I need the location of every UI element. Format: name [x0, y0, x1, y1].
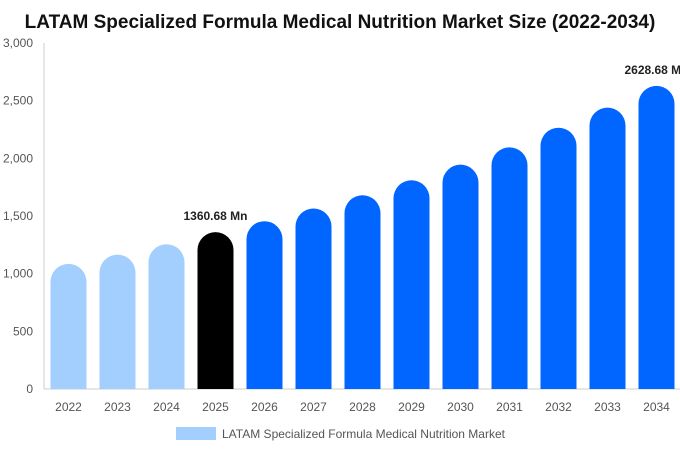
bar-2031[interactable] — [491, 147, 528, 389]
y-tick-label: 2,000 — [3, 151, 33, 165]
y-tick-label: 0 — [26, 382, 33, 396]
x-tick-label: 2034 — [643, 400, 670, 414]
x-tick-label: 2027 — [300, 400, 327, 414]
bar-2026[interactable] — [246, 221, 283, 389]
y-axis: 0 500 1,000 1,500 2,000 2,500 3,000 — [3, 36, 45, 396]
bar-series — [50, 85, 675, 389]
bar-2023[interactable] — [99, 254, 136, 389]
y-tick-label: 1,500 — [3, 209, 33, 223]
x-tick-label: 2022 — [55, 400, 82, 414]
x-tick-label: 2030 — [447, 400, 474, 414]
bar-2030[interactable] — [442, 164, 479, 389]
data-label-2034: 2628.68 Mn — [624, 63, 680, 77]
x-tick-label: 2033 — [594, 400, 621, 414]
y-tick-label: 3,000 — [3, 36, 33, 50]
x-axis: 2022 2023 2024 2025 2026 2027 2028 2029 2030 2031… — [44, 388, 680, 414]
bar-2024[interactable] — [148, 244, 185, 389]
x-tick-label: 2024 — [153, 400, 180, 414]
bar-2034[interactable] — [638, 85, 675, 389]
legend-swatch — [176, 427, 216, 440]
x-tick-label: 2031 — [496, 400, 523, 414]
y-tick-label: 500 — [13, 324, 33, 338]
x-tick-label: 2028 — [349, 400, 376, 414]
legend[interactable]: LATAM Specialized Formula Medical Nutrit… — [176, 427, 506, 441]
bar-2022[interactable] — [50, 263, 87, 389]
bar-2032[interactable] — [540, 127, 577, 389]
x-tick-label: 2032 — [545, 400, 572, 414]
bar-2027[interactable] — [295, 208, 332, 389]
chart-title: LATAM Specialized Formula Medical Nutrit… — [25, 12, 656, 33]
x-tick-label: 2023 — [104, 400, 131, 414]
x-tick-label: 2026 — [251, 400, 278, 414]
data-labels: 1360.68 Mn 2628.68 Mn — [183, 63, 680, 223]
bar-2025[interactable] — [197, 232, 234, 389]
bar-2029[interactable] — [393, 180, 430, 389]
y-tick-label: 1,000 — [3, 267, 33, 281]
y-tick-label: 2,500 — [3, 94, 33, 108]
legend-label: LATAM Specialized Formula Medical Nutrit… — [222, 427, 506, 441]
bar-2028[interactable] — [344, 195, 381, 389]
x-tick-label: 2025 — [202, 400, 229, 414]
bar-2033[interactable] — [589, 107, 626, 389]
x-tick-label: 2029 — [398, 400, 425, 414]
data-label-2025: 1360.68 Mn — [183, 209, 247, 223]
